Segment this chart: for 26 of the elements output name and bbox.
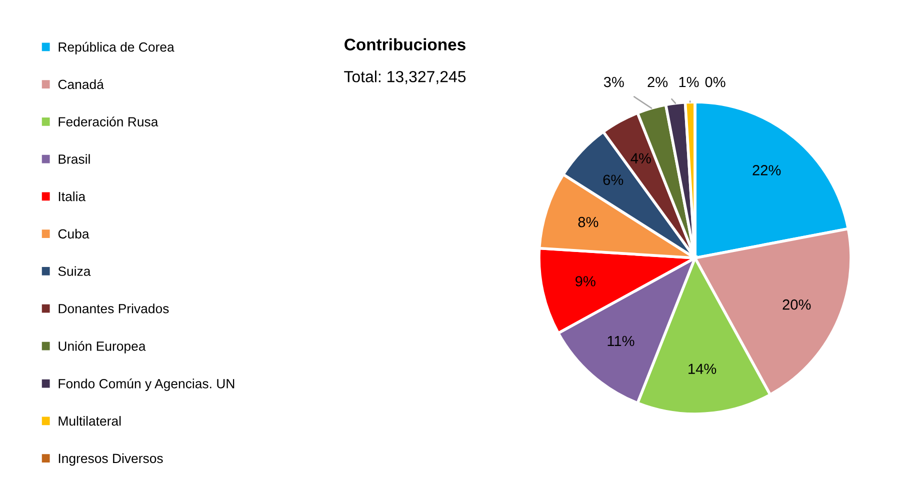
legend-label: Donantes Privados: [58, 304, 169, 314]
data-label: 14%: [688, 364, 716, 374]
legend-label: Suiza: [58, 266, 91, 276]
data-label: 2%: [648, 76, 668, 88]
data-label: 6%: [603, 174, 624, 186]
legend-label: Cuba: [58, 228, 90, 239]
data-label: 4%: [630, 153, 651, 164]
data-label: 3%: [604, 76, 624, 88]
legend-label: Canadá: [58, 79, 104, 90]
data-label: 22%: [752, 165, 781, 176]
text: 0%: [705, 76, 726, 88]
legend-label: Italia: [58, 192, 86, 202]
legend-label: Federación Rusa: [58, 116, 158, 126]
legend-label: Ingresos Diversos: [58, 453, 163, 466]
data-label: 20%: [782, 299, 811, 310]
text: Total: 13,327,245: [344, 70, 466, 84]
legend-label: Multilateral: [58, 416, 121, 426]
legend-label: Fondo Común y Agencias. UN: [58, 378, 234, 391]
data-label: 9%: [576, 276, 596, 286]
data-label: 8%: [578, 216, 598, 228]
chart-title: Contribuciones: [344, 38, 466, 50]
data-label: 1%: [679, 76, 699, 88]
legend-label: República de Corea: [58, 42, 174, 54]
legend-label: Brasil: [58, 154, 90, 164]
legend-label: Unión Europea: [58, 340, 146, 354]
data-label: 11%: [608, 336, 634, 346]
